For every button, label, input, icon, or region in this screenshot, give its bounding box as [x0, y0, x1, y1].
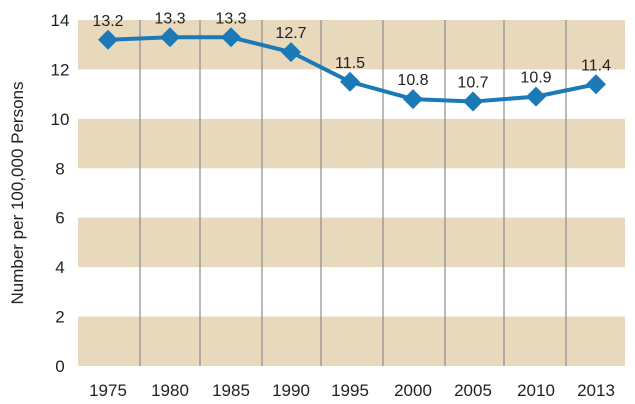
- data-label-1980: 13.3: [154, 10, 185, 27]
- y-tick-label-6: 6: [55, 209, 64, 228]
- data-point-2010: [526, 86, 546, 107]
- data-label-2005: 10.7: [457, 75, 488, 92]
- data-point-1975: [98, 29, 118, 50]
- data-point-2005: [463, 91, 483, 112]
- y-tick-label-10: 10: [51, 110, 70, 129]
- x-tick-label-1980: 1980: [151, 381, 189, 400]
- y-tick-label-4: 4: [55, 258, 64, 277]
- x-tick-label-1990: 1990: [272, 381, 310, 400]
- x-tick-label-2005: 2005: [454, 381, 492, 400]
- y-axis-title: Number per 100,000 Persons: [8, 81, 27, 304]
- data-point-1995: [340, 71, 360, 92]
- data-label-1995: 11.5: [335, 55, 365, 72]
- y-axis-ticks: 0 2 4 6 8 10 12 14: [51, 11, 70, 376]
- data-point-1990: [281, 42, 301, 63]
- grid-band-4-6: [78, 217, 625, 268]
- y-tick-label-14: 14: [51, 11, 70, 30]
- x-tick-label-1985: 1985: [212, 381, 250, 400]
- x-tick-label-2000: 2000: [394, 381, 432, 400]
- background-bands: [78, 20, 625, 366]
- data-point-2000: [403, 89, 423, 110]
- data-label-2010: 10.9: [520, 70, 551, 87]
- y-tick-label-2: 2: [55, 308, 64, 327]
- data-point-1985: [221, 27, 241, 48]
- x-tick-label-1995: 1995: [331, 381, 369, 400]
- grid-band-8-10: [78, 118, 625, 169]
- data-labels: 13.2 13.3 13.3 12.7 11.5 10.8 10.7 10.9 11.4: [92, 10, 611, 91]
- data-point-2013: [586, 74, 606, 95]
- data-label-1990: 12.7: [275, 25, 306, 42]
- data-label-2013: 11.4: [581, 57, 611, 74]
- y-tick-label-0: 0: [55, 357, 64, 376]
- y-tick-label-12: 12: [51, 60, 70, 79]
- vertical-gridlines: [139, 20, 567, 366]
- x-axis-ticks: 1975 1980 1985 1990 1995 2000 2005 2010 2013: [89, 381, 615, 400]
- series-line-group: [98, 27, 606, 112]
- x-tick-label-2013: 2013: [577, 381, 615, 400]
- data-label-1985: 13.3: [215, 10, 246, 27]
- y-tick-label-8: 8: [55, 159, 64, 178]
- x-tick-label-1975: 1975: [89, 381, 127, 400]
- x-tick-label-2010: 2010: [517, 381, 555, 400]
- data-label-2000: 10.8: [397, 72, 428, 89]
- data-label-1975: 13.2: [92, 13, 123, 30]
- data-point-1980: [160, 27, 180, 48]
- grid-band-0-2: [78, 316, 625, 366]
